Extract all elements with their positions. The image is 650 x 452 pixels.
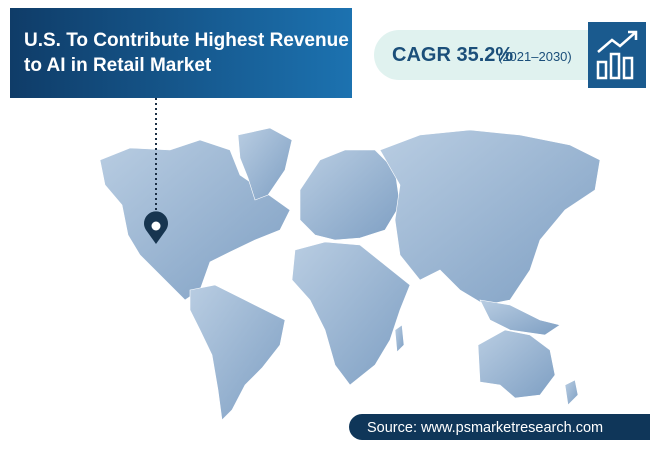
new-zealand (564, 379, 579, 406)
source-text: Source: www.psmarketresearch.com (367, 420, 603, 436)
australia (477, 329, 556, 399)
chart-icon (596, 30, 638, 80)
greenland (237, 127, 293, 201)
asia (379, 129, 601, 306)
cagr-period: (2021–2030) (498, 49, 572, 64)
cagr-value: CAGR 35.2% (392, 44, 513, 66)
south-america (189, 284, 286, 421)
southeast-asia (479, 299, 561, 336)
world-map (99, 127, 601, 421)
title-line: to AI in Retail Market (24, 55, 212, 76)
title-box (10, 8, 352, 98)
title-line: U.S. To Contribute Highest Revenue (24, 30, 349, 51)
europe (299, 149, 401, 241)
pin-dot (151, 221, 161, 231)
north-america (99, 139, 291, 301)
africa (291, 241, 411, 386)
cagr-badge (374, 30, 614, 80)
madagascar (394, 324, 405, 353)
source-bar (349, 414, 650, 440)
